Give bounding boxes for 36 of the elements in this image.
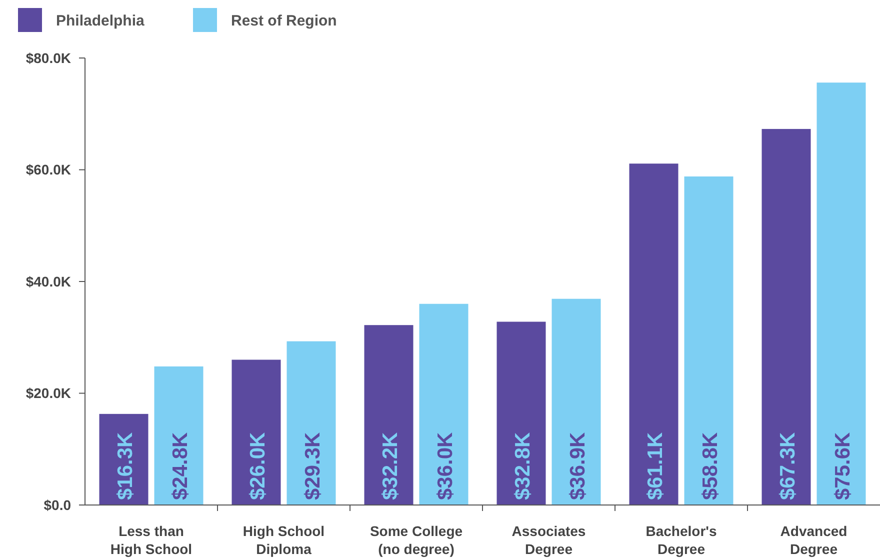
bar [684, 176, 734, 505]
legend-label: Rest of Region [231, 12, 337, 30]
data-label: $16.3K [114, 432, 137, 500]
bar [232, 360, 281, 505]
bar [496, 322, 546, 505]
y-tick-label: $40.0K [26, 273, 71, 290]
x-tick-label: Less than High School [110, 523, 192, 557]
data-label: $36.0K [434, 432, 457, 500]
data-label: $67.3K [776, 432, 800, 500]
data-label: $24.8K [168, 432, 192, 500]
data-label: $58.8K [698, 432, 722, 500]
legend-label: Philadelphia [56, 12, 146, 30]
data-label: $26.0K [246, 432, 270, 500]
y-tick-label: $80.0K [26, 50, 71, 66]
bar [286, 341, 336, 505]
data-label: $32.8K [511, 432, 534, 500]
bar [762, 128, 811, 505]
y-tick-label: $0.0 [44, 496, 72, 513]
x-tick-label: High School Diploma [242, 523, 325, 557]
data-label: $36.9K [566, 432, 590, 500]
bar [364, 325, 414, 505]
x-tick-label: Some College (no degree) [370, 523, 463, 557]
bar [816, 82, 866, 505]
x-tick-label: Advanced Degree [780, 523, 848, 557]
bar [552, 298, 601, 505]
data-label: $29.3K [301, 432, 324, 500]
bar [629, 164, 678, 505]
bar [154, 366, 204, 505]
y-tick-label: $20.0K [26, 385, 71, 402]
bar [419, 304, 468, 505]
x-tick-label: Associates Degree [512, 523, 586, 557]
y-tick-label: $60.0K [26, 162, 71, 178]
data-label: $32.2K [378, 432, 402, 500]
data-label: $75.6K [831, 432, 854, 500]
x-tick-label: Bachelor's Degree [646, 523, 717, 557]
data-label: $61.1K [644, 432, 667, 500]
